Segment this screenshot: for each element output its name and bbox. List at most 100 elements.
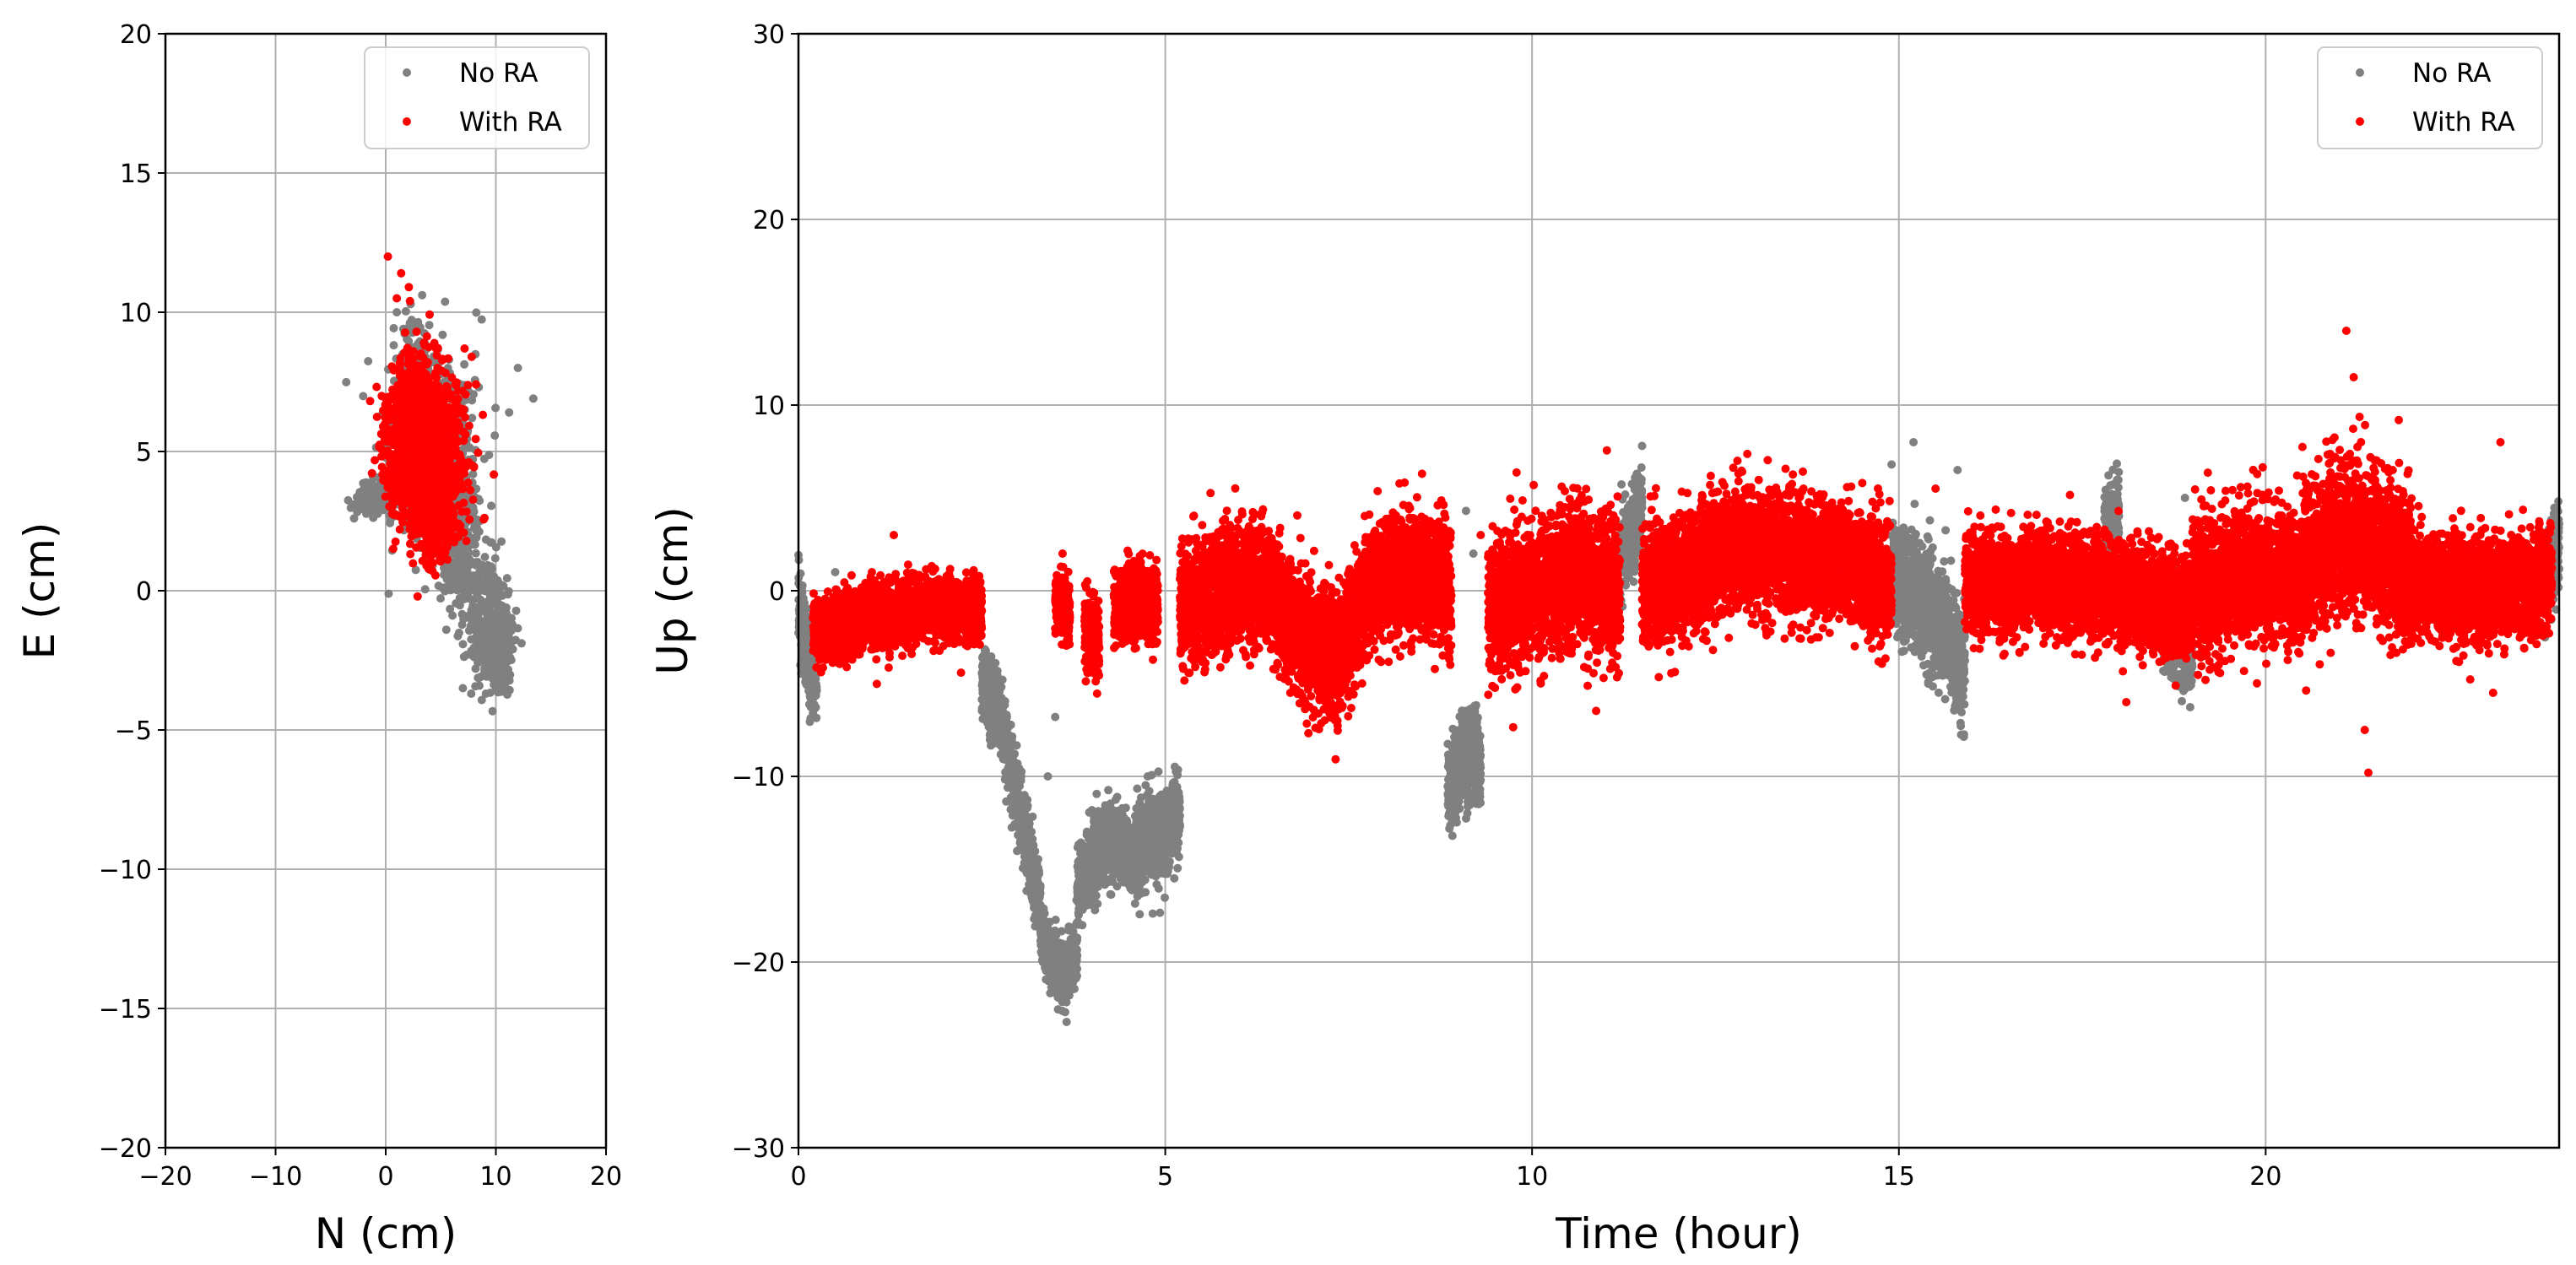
data-point — [443, 448, 452, 457]
data-point — [438, 354, 446, 363]
data-point — [458, 684, 467, 693]
data-point — [441, 583, 449, 592]
data-point — [474, 654, 483, 662]
data-point — [398, 502, 407, 511]
data-point — [368, 469, 376, 478]
data-point — [455, 501, 463, 510]
data-point — [387, 362, 396, 370]
data-point — [425, 311, 434, 319]
left-y-tick-label: −10 — [99, 856, 152, 885]
data-point — [414, 480, 422, 489]
data-point — [449, 463, 457, 472]
data-point — [432, 374, 441, 382]
data-point — [406, 297, 414, 305]
data-point — [467, 635, 475, 644]
data-point — [436, 459, 444, 468]
data-point — [478, 316, 486, 324]
data-point — [439, 471, 447, 479]
data-point — [798, 581, 807, 590]
data-point — [392, 308, 401, 316]
data-point — [492, 576, 501, 585]
data-point — [454, 520, 463, 528]
data-point — [456, 566, 464, 575]
data-point — [387, 489, 396, 498]
data-point — [482, 635, 490, 644]
data-point — [436, 594, 445, 603]
data-point — [447, 570, 456, 579]
data-point — [455, 554, 463, 563]
data-point — [421, 585, 430, 593]
data-point — [462, 462, 470, 471]
data-point — [497, 538, 506, 546]
data-point — [415, 527, 424, 535]
data-point — [472, 435, 480, 443]
data-point — [452, 399, 460, 408]
left-x-axis-label: N (cm) — [315, 1209, 457, 1258]
data-point — [380, 427, 388, 435]
data-point — [394, 419, 403, 428]
data-point — [484, 451, 493, 459]
data-point — [470, 462, 479, 471]
data-point — [385, 502, 393, 511]
data-point — [408, 521, 416, 529]
data-point — [390, 341, 398, 349]
data-point — [813, 686, 821, 695]
data-point — [414, 592, 422, 601]
data-point — [505, 677, 513, 685]
data-point — [406, 366, 414, 375]
data-point — [406, 550, 414, 559]
data-point — [472, 381, 480, 389]
data-point — [465, 516, 474, 524]
data-point — [463, 537, 471, 545]
data-point — [499, 581, 507, 590]
left-x-tick-label: 20 — [590, 1162, 622, 1192]
data-point — [404, 283, 413, 291]
data-point — [412, 403, 420, 412]
data-point — [473, 523, 481, 532]
data-point — [489, 707, 497, 716]
data-point — [448, 611, 457, 619]
data-point — [490, 431, 499, 440]
data-point — [361, 479, 370, 488]
data-point — [491, 554, 500, 563]
data-point — [413, 390, 421, 398]
data-point — [396, 525, 404, 533]
data-point — [452, 599, 460, 608]
left-y-tick-label: 20 — [120, 20, 152, 50]
data-point — [455, 629, 463, 637]
left-y-tick-label: −20 — [99, 1134, 152, 1164]
data-point — [432, 500, 441, 509]
data-point — [449, 479, 457, 488]
data-point — [460, 344, 468, 353]
data-point — [421, 436, 430, 445]
data-point — [424, 482, 432, 490]
data-point — [384, 252, 392, 261]
data-point — [476, 596, 484, 604]
data-point — [499, 648, 507, 657]
data-point — [406, 508, 414, 516]
data-point — [409, 382, 418, 391]
data-point — [403, 343, 412, 352]
left-y-tick-label: −5 — [115, 716, 152, 746]
data-point — [442, 531, 451, 539]
data-point — [372, 383, 381, 392]
data-point — [398, 518, 407, 527]
data-point — [450, 510, 458, 518]
data-point — [433, 478, 441, 486]
data-point — [474, 449, 483, 457]
data-point — [437, 433, 446, 441]
left-x-tick-label: 10 — [479, 1162, 511, 1192]
data-point — [396, 359, 404, 367]
data-point — [468, 574, 477, 582]
data-point — [485, 582, 494, 591]
data-point — [441, 298, 449, 306]
left-x-tick-label: −20 — [138, 1162, 192, 1192]
data-point — [452, 381, 460, 389]
data-point — [423, 536, 431, 544]
data-point — [441, 419, 449, 428]
data-point — [361, 505, 370, 513]
data-point — [384, 590, 392, 598]
data-point — [490, 470, 498, 478]
data-point — [474, 603, 483, 611]
